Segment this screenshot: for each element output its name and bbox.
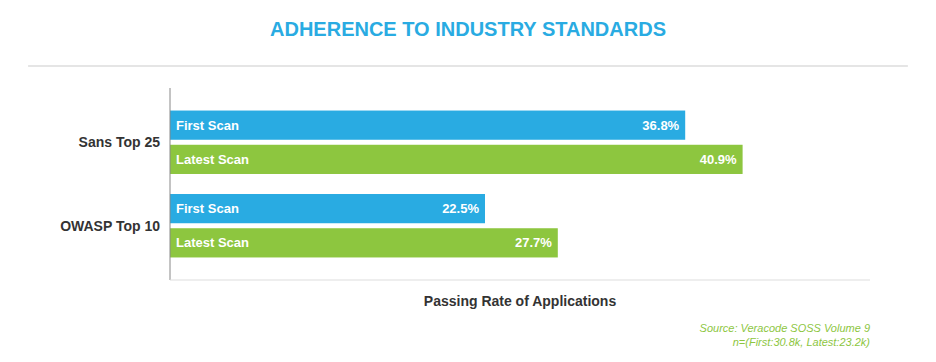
data-label: 40.9%	[700, 152, 737, 167]
data-label: 27.7%	[515, 235, 552, 250]
labels: 22.5% First Scan 27.7% Latest Scan 36.8% Firs…	[176, 118, 737, 251]
bar	[170, 145, 743, 174]
y-tick-label: OWASP Top 10	[60, 218, 160, 234]
data-label: 22.5%	[442, 201, 479, 216]
x-axis-line	[170, 280, 870, 281]
bar	[170, 194, 485, 223]
y-tick-label: Sans Top 25	[79, 134, 161, 150]
series-label: First Scan	[176, 118, 239, 133]
source-note: Source: Veracode SOSS Volume 9 n=(First:3…	[700, 322, 871, 348]
series-label: Latest Scan	[176, 235, 249, 250]
x-label: Passing Rate of Applications	[424, 293, 617, 309]
series-label: First Scan	[176, 201, 239, 216]
bars	[170, 111, 743, 258]
series-label: Latest Scan	[176, 152, 249, 167]
y-axis-line	[170, 88, 171, 280]
data-label: 36.8%	[642, 118, 679, 133]
source-line: n=(First:30.8k, Latest:23.2k)	[733, 336, 871, 348]
separator	[28, 65, 908, 66]
title: ADHERENCE TO INDUSTRY STANDARDS	[270, 18, 666, 40]
bar	[170, 111, 685, 140]
chart: ADHERENCE TO INDUSTRY STANDARDS 22.5% Firs…	[0, 0, 936, 362]
bar	[170, 228, 558, 257]
source-line: Source: Veracode SOSS Volume 9	[700, 322, 870, 334]
